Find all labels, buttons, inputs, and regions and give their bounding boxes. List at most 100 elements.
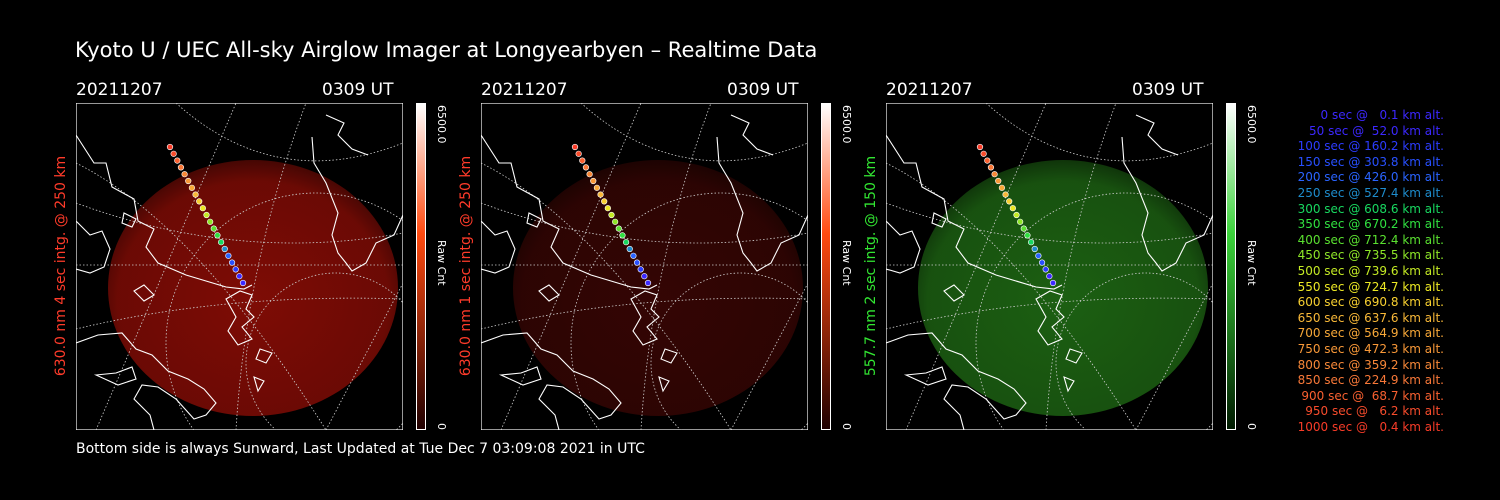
track-point xyxy=(623,239,630,246)
track-point xyxy=(1031,245,1038,253)
legend-row: 400 sec @ 712.4 km alt. xyxy=(1297,232,1444,247)
legend-row: 850 sec @ 224.9 km alt. xyxy=(1297,373,1444,388)
track-point xyxy=(1017,218,1024,225)
track-point xyxy=(225,252,232,259)
airglow-emission xyxy=(918,160,1208,416)
coastline xyxy=(886,134,1063,290)
legend-row: 200 sec @ 426.0 km alt. xyxy=(1297,170,1444,185)
legend-row: 150 sec @ 303.8 km alt. xyxy=(1297,154,1444,169)
legend-row: 650 sec @ 637.6 km alt. xyxy=(1297,310,1444,325)
track-point xyxy=(1024,232,1031,239)
track-point xyxy=(192,191,199,198)
coastline xyxy=(1063,376,1075,393)
track-point xyxy=(601,198,608,205)
coastline xyxy=(1121,136,1213,272)
legend-row: 1000 sec @ 0.4 km alt. xyxy=(1297,419,1444,434)
colorbar xyxy=(821,103,831,430)
coastline xyxy=(76,220,111,274)
coastline xyxy=(481,220,516,274)
colorbar xyxy=(1226,103,1236,430)
legend-row: 50 sec @ 52.0 km alt. xyxy=(1309,123,1444,138)
track-point xyxy=(1038,259,1046,266)
track-point xyxy=(1028,239,1035,246)
coastline xyxy=(255,348,273,364)
colorbar-min-label: 0 xyxy=(1245,423,1258,430)
track-point xyxy=(170,150,177,157)
panel-date: 20211207 xyxy=(481,80,568,100)
colorbar-min-label: 0 xyxy=(840,423,853,430)
track-point xyxy=(619,232,626,239)
airglow-emission xyxy=(108,160,398,416)
track-point xyxy=(232,266,239,273)
track-point xyxy=(641,273,648,280)
coastline xyxy=(133,284,155,302)
track-point xyxy=(1009,205,1016,212)
latlon-gridline xyxy=(481,297,808,330)
latlon-gridline xyxy=(175,103,403,162)
coastline xyxy=(498,366,542,386)
track-point xyxy=(181,171,188,178)
track-point xyxy=(644,279,652,287)
legend-row: 0 sec @ 0.1 km alt. xyxy=(1320,108,1445,122)
legend-row: 600 sec @ 690.8 km alt. xyxy=(1297,295,1444,310)
track-point xyxy=(196,198,203,205)
coastline xyxy=(76,332,217,430)
legend-row: 250 sec @ 527.4 km alt. xyxy=(1297,185,1444,200)
panel-time: 0309 UT xyxy=(322,80,394,100)
legend-row: 100 sec @ 160.2 km alt. xyxy=(1297,139,1444,154)
allsky-image xyxy=(481,103,808,430)
track-point xyxy=(228,259,236,266)
latlon-gridline xyxy=(886,297,1213,330)
panel-ylabel: 557.7 nm 2 sec intg. @ 150 km xyxy=(863,155,879,377)
latlon-gridline xyxy=(985,103,1213,162)
legend-row: 700 sec @ 564.9 km alt. xyxy=(1297,326,1444,341)
track-point xyxy=(1006,198,1013,205)
coastline xyxy=(630,290,660,346)
track-point xyxy=(218,239,225,246)
panel-time: 0309 UT xyxy=(727,80,799,100)
track-point xyxy=(630,252,637,259)
track-point xyxy=(188,184,195,191)
track-point xyxy=(633,259,641,266)
legend-row: 800 sec @ 359.2 km alt. xyxy=(1297,357,1444,372)
track-point xyxy=(995,177,1002,185)
legend-row: 750 sec @ 472.3 km alt. xyxy=(1297,341,1444,356)
legend-row: 550 sec @ 724.7 km alt. xyxy=(1297,279,1444,294)
coastline xyxy=(943,284,965,302)
track-point xyxy=(612,218,619,225)
track-point xyxy=(615,225,622,232)
track-point xyxy=(571,143,579,151)
track-point xyxy=(207,218,214,225)
track-point xyxy=(166,143,174,151)
airglow-panel-1: 20211207 0309 UT 630.0 nm 4 sec intg. @ … xyxy=(53,80,476,430)
legend-row: 950 sec @ 6.2 km alt. xyxy=(1305,404,1444,419)
track-point xyxy=(203,211,210,219)
track-point xyxy=(608,211,615,219)
coastline xyxy=(903,366,947,386)
track-point xyxy=(998,184,1005,191)
coastline xyxy=(481,134,658,290)
track-point xyxy=(1046,273,1053,280)
track-point xyxy=(239,279,247,287)
airglow-panel-2: 20211207 0309 UT 630.0 nm 1 sec intg. @ … xyxy=(458,80,881,430)
airglow-emission xyxy=(513,160,803,416)
coastline xyxy=(76,134,253,290)
coastline xyxy=(660,348,678,364)
coastline xyxy=(1135,114,1179,156)
track-point xyxy=(1049,279,1057,287)
colorbar-unit-label: Raw Cnt xyxy=(1245,240,1258,286)
legend-row: 900 sec @ 68.7 km alt. xyxy=(1301,388,1444,403)
track-point xyxy=(626,245,633,253)
legend-row: 500 sec @ 739.6 km alt. xyxy=(1297,263,1444,278)
track-point xyxy=(987,164,995,171)
latlon-gridline xyxy=(76,297,403,330)
latlon-gridline xyxy=(580,103,808,162)
colorbar-max-label: 6500.0 xyxy=(840,105,853,144)
track-point xyxy=(637,266,644,273)
footer-status: Bottom side is always Sunward, Last Upda… xyxy=(76,441,645,457)
panel-ylabel: 630.0 nm 4 sec intg. @ 250 km xyxy=(53,155,69,377)
latlon-gridline xyxy=(1045,103,1117,430)
track-point xyxy=(579,157,586,164)
track-point xyxy=(976,143,984,151)
coastline xyxy=(538,284,560,302)
